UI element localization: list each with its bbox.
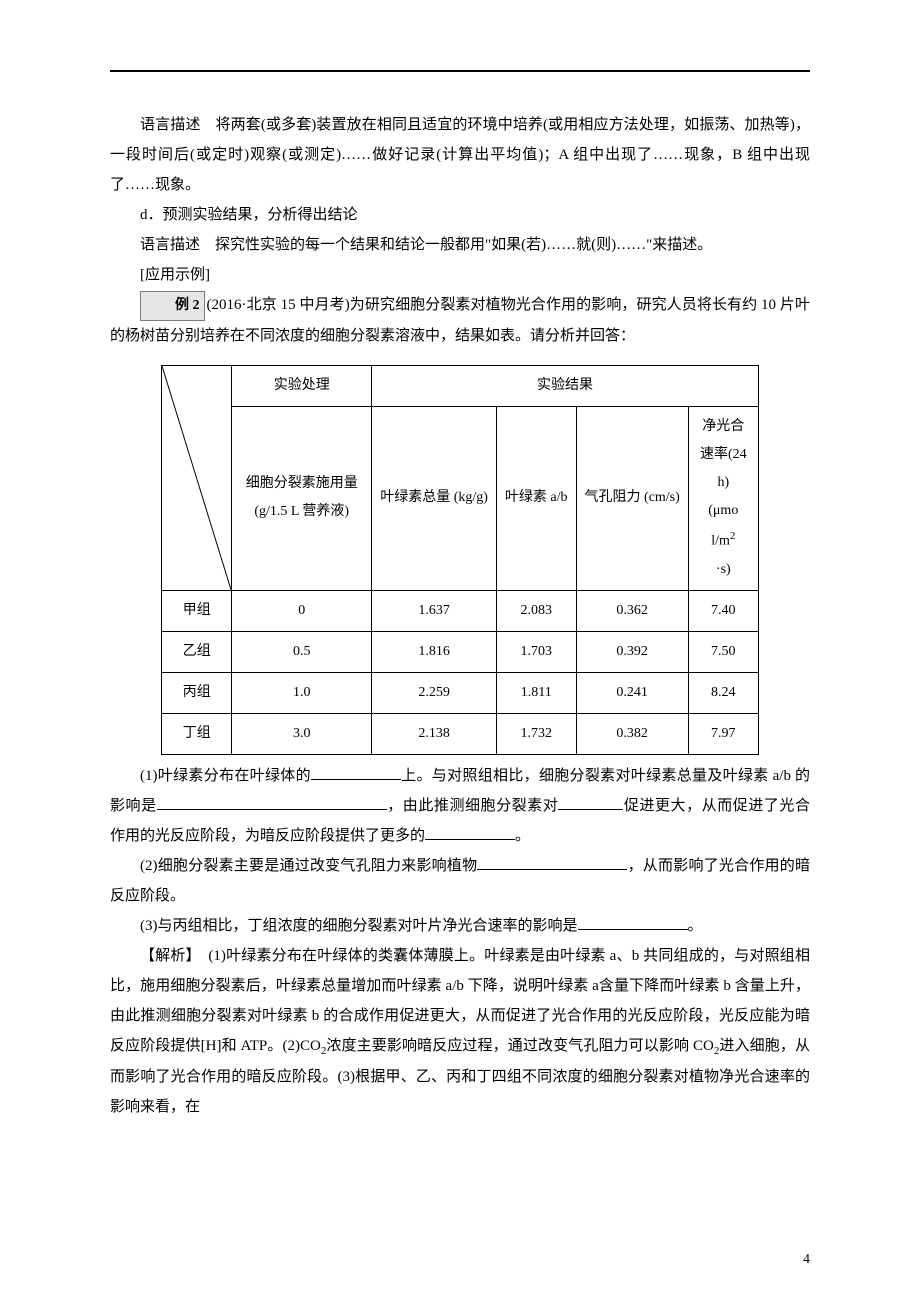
question-3: (3)与丙组相比，丁组浓度的细胞分裂素对叶片净光合速率的影响是 。 — [110, 911, 810, 941]
page-number: 4 — [803, 1246, 810, 1274]
blank — [477, 855, 627, 870]
q2-text-a: (2)细胞分裂素主要是通过改变气孔阻力来影响植物 — [140, 858, 477, 874]
cell-group: 甲组 — [162, 590, 232, 631]
cell-c2: 1.703 — [496, 631, 576, 672]
blank — [558, 795, 623, 810]
cell-treat: 1.0 — [232, 672, 372, 713]
cell-treat: 0.5 — [232, 631, 372, 672]
cell-c3: 0.241 — [576, 672, 688, 713]
cell-c2: 2.083 — [496, 590, 576, 631]
cell-c4: 7.97 — [688, 713, 758, 754]
analysis-paragraph: 【解析】 (1)叶绿素分布在叶绿体的类囊体薄膜上。叶绿素是由叶绿素 a、b 共同… — [110, 941, 810, 1122]
blank — [425, 825, 515, 840]
cell-group: 丁组 — [162, 713, 232, 754]
th-c4-sup: 2 — [730, 530, 736, 542]
question-2: (2)细胞分裂素主要是通过改变气孔阻力来影响植物，从而影响了光合作用的暗反应阶段… — [110, 851, 810, 911]
th-c4-l1: 净光合速率(24 h) — [700, 419, 747, 490]
q1-text-c: ，由此推测细胞分裂素对 — [387, 798, 559, 814]
cell-c1: 2.138 — [372, 713, 497, 754]
blank — [578, 915, 688, 930]
cell-c3: 0.362 — [576, 590, 688, 631]
th-c2: 叶绿素 a/b — [496, 407, 576, 591]
table-row: 丁组 3.0 2.138 1.732 0.382 7.97 — [162, 713, 759, 754]
example-text: (2016·北京 15 中月考)为研究细胞分裂素对植物光合作用的影响，研究人员将… — [110, 297, 810, 344]
q1-text-e: 。 — [515, 828, 530, 844]
cell-treat: 0 — [232, 590, 372, 631]
q3-text-a: (3)与丙组相比，丁组浓度的细胞分裂素对叶片净光合速率的影响是 — [140, 918, 578, 934]
page: 语言描述 将两套(或多套)装置放在相同且适宜的环境中培养(或用相应方法处理，如振… — [0, 0, 920, 1302]
cell-c4: 8.24 — [688, 672, 758, 713]
cell-c1: 1.637 — [372, 590, 497, 631]
q3-text-b: 。 — [688, 918, 703, 934]
paragraph-1: 语言描述 将两套(或多套)装置放在相同且适宜的环境中培养(或用相应方法处理，如振… — [110, 110, 810, 200]
blank — [311, 765, 401, 780]
data-table: 实验处理 实验结果 细胞分裂素施用量(g/1.5 L 营养液) 叶绿素总量 (k… — [161, 365, 759, 755]
table-head-row-1: 实验处理 实验结果 — [162, 366, 759, 407]
th-treat-sub: 细胞分裂素施用量(g/1.5 L 营养液) — [232, 407, 372, 591]
cell-c1: 2.259 — [372, 672, 497, 713]
cell-c4: 7.40 — [688, 590, 758, 631]
cell-group: 乙组 — [162, 631, 232, 672]
table-head-row-2: 细胞分裂素施用量(g/1.5 L 营养液) 叶绿素总量 (kg/g) 叶绿素 a… — [162, 407, 759, 591]
cell-treat: 3.0 — [232, 713, 372, 754]
diagonal-cell — [162, 366, 232, 591]
question-1: (1)叶绿素分布在叶绿体的上。与对照组相比，细胞分裂素对叶绿素总量及叶绿素 a/… — [110, 761, 810, 851]
th-c4-l3: ·s) — [716, 562, 731, 577]
paragraph-4: [应用示例] — [110, 260, 810, 290]
th-treat: 实验处理 — [232, 366, 372, 407]
diagonal-svg — [162, 366, 231, 590]
cell-c1: 1.816 — [372, 631, 497, 672]
th-c1: 叶绿素总量 (kg/g) — [372, 407, 497, 591]
example-stem: 例 2(2016·北京 15 中月考)为研究细胞分裂素对植物光合作用的影响，研究… — [110, 290, 810, 351]
cell-c2: 1.732 — [496, 713, 576, 754]
th-c3: 气孔阻力 (cm/s) — [576, 407, 688, 591]
cell-c3: 0.382 — [576, 713, 688, 754]
example-label: 例 2 — [140, 291, 205, 321]
q1-text-a: (1)叶绿素分布在叶绿体的 — [140, 768, 311, 784]
cell-c4: 7.50 — [688, 631, 758, 672]
blank — [157, 795, 387, 810]
table-row: 乙组 0.5 1.816 1.703 0.392 7.50 — [162, 631, 759, 672]
th-result: 实验结果 — [372, 366, 759, 407]
paragraph-2: d．预测实验结果，分析得出结论 — [110, 200, 810, 230]
cell-c2: 1.811 — [496, 672, 576, 713]
top-rule — [110, 70, 810, 72]
analysis-text-2: 浓度主要影响暗反应过程，通过改变气孔阻力可以影响 CO — [326, 1038, 714, 1054]
analysis-label: 【解析】 — [140, 948, 193, 964]
th-c4: 净光合速率(24 h) (μmo l/m2 ·s) — [688, 407, 758, 591]
table-row: 丙组 1.0 2.259 1.811 0.241 8.24 — [162, 672, 759, 713]
cell-c3: 0.392 — [576, 631, 688, 672]
table-row: 甲组 0 1.637 2.083 0.362 7.40 — [162, 590, 759, 631]
cell-group: 丙组 — [162, 672, 232, 713]
paragraph-3: 语言描述 探究性实验的每一个结果和结论一般都用"如果(若)……就(则)……"来描… — [110, 230, 810, 260]
